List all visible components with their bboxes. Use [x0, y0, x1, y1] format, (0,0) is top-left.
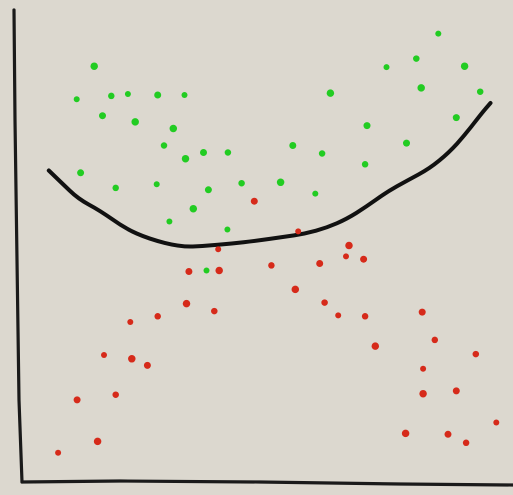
red-data-point	[93, 437, 102, 446]
green-data-point	[224, 149, 232, 156]
red-data-point	[101, 352, 107, 358]
green-data-point	[476, 88, 484, 95]
red-data-point	[401, 429, 410, 438]
green-data-point	[99, 112, 106, 120]
green-data-point	[166, 218, 173, 225]
green-data-point	[403, 139, 410, 147]
red-data-point	[418, 308, 426, 316]
red-data-point	[361, 313, 369, 320]
green-data-point	[361, 161, 369, 168]
green-data-point	[189, 204, 198, 213]
green-data-point	[112, 184, 119, 192]
red-data-point	[444, 430, 452, 438]
green-data-point	[204, 186, 212, 194]
red-data-point	[420, 365, 427, 372]
green-data-point	[224, 226, 231, 233]
red-data-point	[55, 449, 62, 456]
red-data-point	[316, 260, 324, 267]
red-data-point	[215, 246, 222, 253]
red-data-point	[452, 387, 460, 395]
red-data-point	[419, 389, 427, 398]
red-data-point	[472, 350, 480, 358]
axes	[12, 8, 513, 487]
green-data-point	[460, 62, 469, 70]
red-data-point	[154, 313, 161, 320]
red-data-point	[295, 228, 302, 235]
x-axis	[20, 479, 513, 487]
red-data-point	[462, 439, 470, 447]
green-data-point	[181, 154, 190, 163]
y-axis	[12, 8, 24, 484]
green-data-point	[160, 142, 168, 149]
green-data-point	[90, 62, 98, 70]
green-data-point	[238, 179, 245, 187]
green-data-point	[169, 124, 178, 133]
green-data-point	[203, 267, 210, 274]
red-data-point	[345, 241, 353, 250]
red-data-point	[128, 355, 136, 363]
red-data-point	[493, 419, 500, 426]
green-data-point	[435, 30, 442, 37]
green-data-point	[77, 169, 85, 177]
red-data-point	[112, 391, 119, 398]
red-data-point	[343, 253, 349, 260]
green-data-point	[417, 84, 425, 92]
green-data-point	[363, 122, 371, 130]
red-data-point	[215, 266, 223, 275]
green-data-point	[383, 64, 390, 71]
red-data-point	[185, 268, 193, 275]
decision-boundary-curve	[46, 101, 493, 249]
red-data-point	[73, 396, 81, 404]
green-data-point	[154, 91, 162, 99]
red-data-point	[250, 197, 258, 205]
red-data-point	[360, 255, 368, 263]
green-data-point	[413, 55, 420, 62]
red-data-point	[371, 342, 380, 350]
green-data-point	[289, 142, 297, 149]
red-data-point	[431, 336, 439, 344]
red-data-point	[127, 319, 134, 325]
green-data-point	[153, 181, 160, 188]
red-data-point	[291, 285, 300, 294]
green-data-point	[181, 92, 188, 98]
red-data-point	[335, 312, 342, 319]
red-data-point	[143, 361, 151, 369]
green-data-point	[108, 92, 115, 100]
red-data-point	[182, 299, 191, 308]
green-data-point	[318, 150, 326, 157]
green-data-point	[131, 118, 139, 126]
red-data-point	[268, 262, 275, 269]
green-data-point	[276, 178, 285, 187]
green-data-point	[312, 190, 319, 197]
green-data-point	[200, 149, 207, 156]
red-data-point	[211, 307, 218, 315]
green-data-point	[73, 96, 80, 103]
red-data-point	[321, 299, 328, 306]
green-data-point	[452, 114, 460, 122]
green-data-point	[124, 91, 131, 97]
green-data-point	[326, 89, 335, 97]
